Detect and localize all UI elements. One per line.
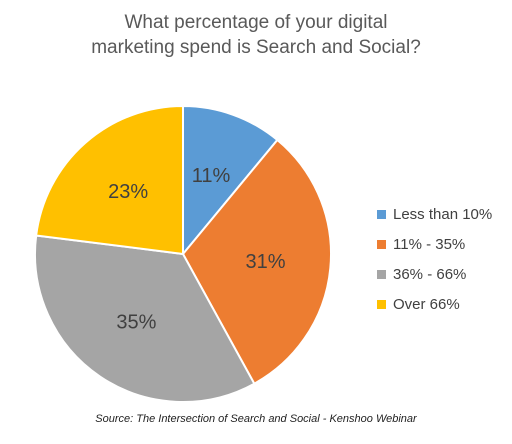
source-note: Source: The Intersection of Search and S… <box>95 413 417 425</box>
slice-data-label-4: 23% <box>108 181 148 203</box>
legend-item-4: Over 66% <box>377 289 492 319</box>
chart-title-line-2: marketing spend is Search and Social? <box>91 37 421 58</box>
legend-item-3: 36% - 66% <box>377 259 492 289</box>
legend-swatch-2 <box>377 239 386 249</box>
legend-item-2: 11% - 35% <box>377 229 492 259</box>
chart-title-line-1: What percentage of your digital <box>124 12 388 33</box>
legend-label-2: 11% - 35% <box>393 235 466 253</box>
legend-label-1: Less than 10% <box>393 205 493 223</box>
legend-item-1: Less than 10% <box>377 199 492 229</box>
pie-slice-1 <box>182 104 279 257</box>
pie-slice-2 <box>181 138 332 386</box>
legend-swatch-1 <box>377 209 386 219</box>
legend-label-3: 36% - 66% <box>393 265 467 283</box>
pie-slice-4 <box>35 104 184 256</box>
chart-title: What percentage of your digital marketin… <box>0 10 512 60</box>
legend-label-4: Over 66% <box>393 295 460 313</box>
slice-data-label-1: 11% <box>192 165 231 187</box>
legend: Less than 10% 11% - 35% 36% - 66% Over 66% <box>377 199 492 319</box>
slice-data-label-2: 31% <box>245 251 285 273</box>
legend-swatch-3 <box>377 269 386 279</box>
pie-slice-3 <box>34 234 256 403</box>
legend-swatch-4 <box>377 299 386 309</box>
slice-data-label-3: 35% <box>116 312 156 334</box>
